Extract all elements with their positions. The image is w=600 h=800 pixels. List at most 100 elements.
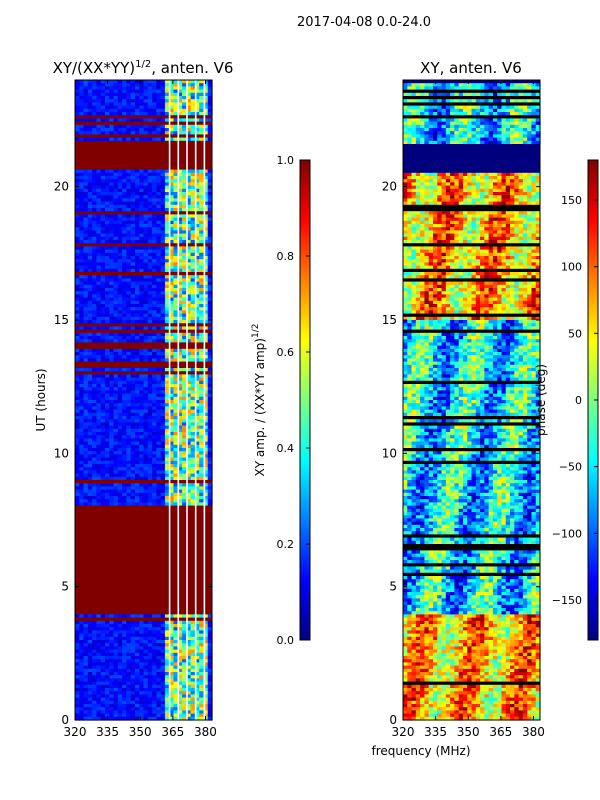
amp-cell [186,716,192,721]
amp-cell [79,425,85,430]
amp-cell [122,307,127,311]
amp-cell [83,380,89,385]
amp-cell [199,240,205,244]
amp-cell [92,416,98,420]
amp-cell [87,422,93,427]
amp-cell [186,425,192,430]
amp-cell [160,435,166,439]
amp-cell [186,214,192,219]
amp-cell [139,368,145,372]
amp-cell [194,387,200,391]
amp-cell [113,496,119,500]
amp-cell [147,96,153,100]
amp-cell [109,713,115,718]
amp-cell [75,649,80,654]
amp-cell [92,444,98,449]
amp-cell [96,393,102,398]
amp-cell [126,172,132,177]
amp-cell [96,368,102,372]
amp-cell [75,112,80,116]
amp-cell [199,268,205,273]
phase-cell [454,86,460,91]
amp-cell [194,451,200,455]
amp-cell [160,355,166,359]
amp-cell [113,310,119,315]
amp-cell [126,614,132,619]
amp-cell [79,704,85,708]
amp-cell [122,483,127,487]
amp-cell [207,300,213,305]
amp-cell [83,176,89,180]
amp-cell [190,259,196,263]
amp-cell [207,432,213,436]
amp-cell [130,486,136,491]
amp-cell [134,665,140,670]
amp-cell [75,672,80,676]
amp-cell [126,80,132,84]
amp-cell [147,339,153,343]
phase-cell [510,86,515,91]
amp-cell [92,278,98,283]
amp-cell [186,678,192,683]
amp-cell [199,300,205,305]
amp-cell [156,483,162,487]
amp-cell [75,614,80,619]
amp-cell [83,96,89,100]
amp-cell [139,294,145,299]
amp-cell [134,256,140,260]
phase-cell [484,108,490,113]
amp-cell [164,172,170,177]
phase-cell [514,83,520,87]
phase-cell [467,92,473,97]
amp-cell [147,659,153,663]
amp-cell [169,688,175,692]
phase-cell [531,121,537,126]
amp-cell [194,643,200,647]
amp-cell [203,694,209,699]
phase-cell [428,124,434,129]
amp-cell [139,204,145,209]
amp-cell [130,441,136,446]
amp-cell [190,304,196,308]
phase-cell [488,108,494,113]
amp-cell [92,713,98,718]
amp-cell [186,396,192,401]
amp-cell [177,624,183,628]
amp-cell [130,483,136,487]
amp-cell [109,473,115,478]
amp-cell [113,99,119,103]
amp-cell [117,297,123,302]
phase-cell [480,112,485,116]
amp-cell [126,227,132,231]
amp-cell [147,374,153,379]
amp-cell [96,448,102,452]
amp-cell [130,620,136,625]
amp-cell [104,681,110,686]
amp-cell [92,108,98,113]
amp-cell [122,275,127,279]
amp-cell [79,188,85,193]
amp-cell [169,460,175,465]
amp-cell [186,489,192,494]
amp-cell [194,268,200,273]
amp-cell [126,694,132,699]
amp-cell [122,124,127,129]
amp-cell [92,406,98,411]
amp-cell [134,348,140,353]
amp-cell [156,252,162,257]
amp-cell [199,476,205,481]
amp-cell [122,227,127,231]
amp-cell [186,188,192,193]
amp-cell [152,108,157,113]
amp-cell [164,310,170,315]
amp-cell [109,102,115,107]
amp-cell [182,384,187,388]
amp-cell [100,694,106,699]
amp-cell [92,348,98,353]
amp-saturated-row [75,566,212,571]
amp-cell [96,352,102,356]
amp-cell [160,275,166,279]
amp-cell [87,336,93,340]
phase-cell [480,92,485,97]
amp-cell [104,377,110,382]
